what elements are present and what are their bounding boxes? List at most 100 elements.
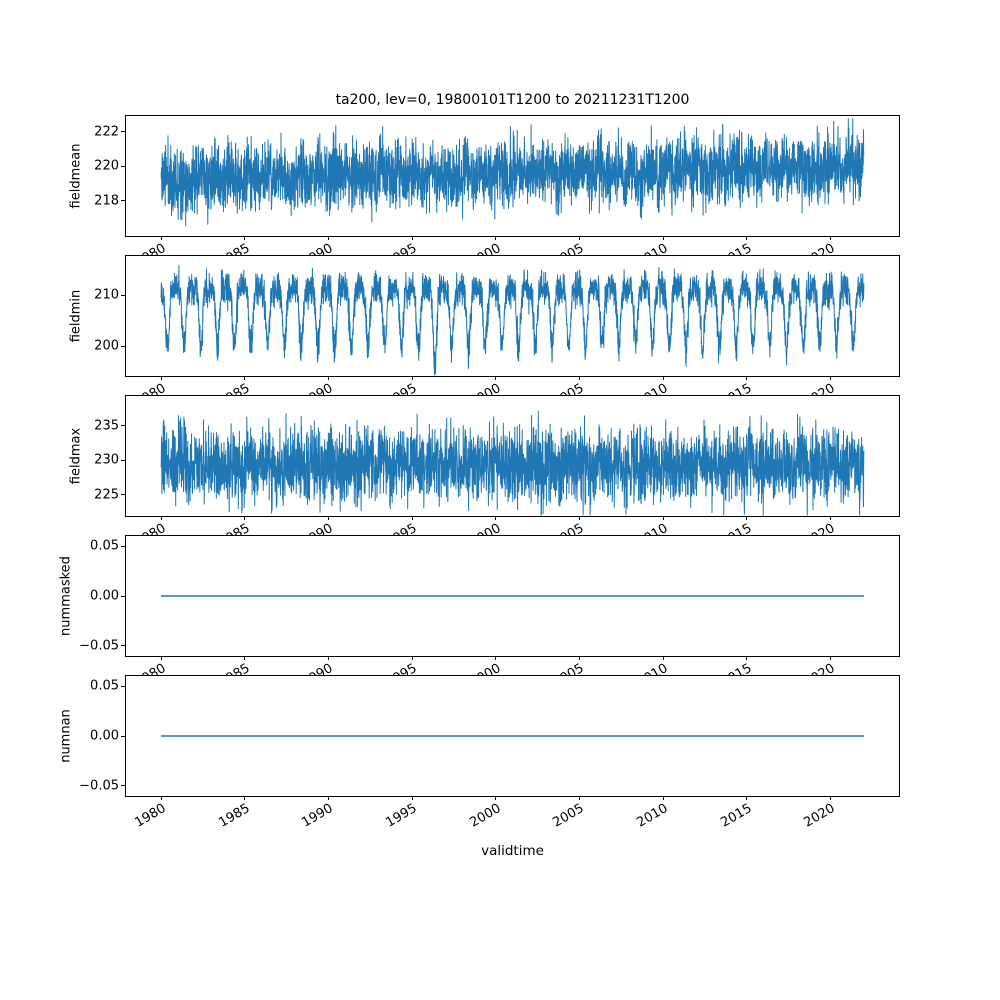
y-tick-mark bbox=[121, 595, 125, 597]
plot-canvas bbox=[160, 410, 865, 516]
x-tick-label: 2005 bbox=[550, 801, 587, 831]
y-tick-mark bbox=[121, 645, 125, 647]
x-tick-mark bbox=[578, 796, 580, 800]
x-tick-label: 1980 bbox=[132, 801, 169, 831]
x-tick-mark bbox=[495, 236, 497, 240]
x-tick-mark bbox=[746, 376, 748, 380]
y-tick-label: 0.05 bbox=[90, 538, 119, 554]
y-tick-label: 0.05 bbox=[90, 678, 119, 694]
x-tick-mark bbox=[578, 656, 580, 660]
axes-subplot-fieldmean: 2182202221980198519901995200020052010201… bbox=[94, 115, 900, 271]
y-tick-mark bbox=[121, 785, 125, 787]
series-line-fieldmin bbox=[160, 265, 865, 376]
x-tick-mark bbox=[662, 516, 664, 520]
x-tick-mark bbox=[662, 236, 664, 240]
y-tick-mark bbox=[121, 685, 125, 687]
x-tick-mark bbox=[746, 796, 748, 800]
y-axis-title-nummasked: nummasked bbox=[58, 556, 74, 636]
y-axis-title-fieldmean: fieldmean bbox=[68, 143, 84, 209]
x-tick-mark bbox=[746, 236, 748, 240]
x-tick-mark bbox=[328, 236, 329, 240]
x-tick-mark bbox=[829, 656, 831, 660]
x-tick-label: 1995 bbox=[383, 801, 420, 831]
x-tick-label: 2010 bbox=[634, 801, 671, 831]
y-tick-label: 225 bbox=[94, 487, 119, 503]
plot-canvas bbox=[161, 595, 864, 597]
x-tick-mark bbox=[829, 236, 831, 240]
y-tick-label: 0.00 bbox=[90, 728, 119, 744]
x-tick-mark bbox=[411, 516, 413, 520]
x-tick-label: 1985 bbox=[216, 801, 253, 831]
x-tick-mark bbox=[578, 516, 580, 520]
x-tick-mark bbox=[411, 656, 413, 660]
x-tick-label: 1990 bbox=[299, 801, 336, 831]
x-tick-mark bbox=[495, 796, 497, 800]
x-tick-label: 2020 bbox=[801, 801, 838, 831]
y-tick-label: 0.00 bbox=[90, 588, 119, 604]
y-tick-label: 218 bbox=[94, 193, 119, 209]
figure-title: ta200, lev=0, 19800101T1200 to 20211231T… bbox=[335, 92, 690, 108]
y-tick-label: 220 bbox=[94, 158, 119, 174]
y-tick-mark bbox=[121, 735, 125, 737]
x-tick-mark bbox=[662, 796, 664, 800]
series-line-fieldmean bbox=[160, 118, 865, 227]
x-tick-mark bbox=[328, 516, 329, 520]
x-tick-mark bbox=[244, 796, 246, 800]
x-tick-mark bbox=[578, 376, 580, 380]
x-tick-mark bbox=[160, 796, 162, 800]
x-tick-mark bbox=[244, 376, 246, 380]
x-tick-mark bbox=[746, 516, 748, 520]
y-tick-label: 200 bbox=[94, 338, 119, 354]
x-tick-mark bbox=[411, 236, 413, 240]
plot-canvas bbox=[160, 118, 865, 227]
x-tick-mark bbox=[662, 656, 664, 660]
x-tick-mark bbox=[662, 376, 664, 380]
x-tick-mark bbox=[746, 656, 748, 660]
x-tick-mark bbox=[328, 656, 329, 660]
y-tick-label: 222 bbox=[94, 124, 119, 139]
y-tick-mark bbox=[121, 425, 125, 427]
x-tick-mark bbox=[160, 376, 162, 380]
x-tick-mark bbox=[829, 796, 831, 800]
y-axis-title-fieldmin: fieldmin bbox=[68, 289, 84, 343]
axes-subplot-nummasked: −0.050.000.05198019851990199520002005201… bbox=[79, 535, 900, 691]
x-axis-label: validtime bbox=[481, 843, 544, 859]
axes-subplot-fieldmax: 2252302351980198519901995200020052010201… bbox=[94, 395, 900, 551]
y-tick-label: 235 bbox=[94, 418, 119, 434]
x-tick-mark bbox=[160, 236, 162, 240]
x-tick-mark bbox=[411, 376, 413, 380]
y-tick-mark bbox=[121, 545, 125, 547]
y-tick-mark bbox=[121, 165, 125, 167]
x-tick-mark bbox=[411, 796, 413, 800]
x-tick-mark bbox=[495, 656, 497, 660]
y-tick-mark bbox=[121, 294, 125, 296]
plot-canvas bbox=[161, 735, 864, 737]
x-tick-mark bbox=[829, 376, 831, 380]
x-tick-mark bbox=[495, 376, 497, 380]
x-tick-label: 2000 bbox=[467, 801, 504, 831]
axes-subplot-numnan: −0.05 0.00 0.05 1980 1985 1990 1995 2000 2005 201… bbox=[79, 675, 900, 831]
y-tick-label: −0.05 bbox=[79, 778, 119, 794]
y-tick-label: −0.05 bbox=[79, 638, 119, 654]
x-tick-label: 2015 bbox=[718, 801, 755, 831]
x-tick-mark bbox=[328, 376, 329, 380]
x-tick-mark bbox=[160, 656, 162, 660]
y-tick-mark bbox=[121, 345, 125, 347]
x-tick-mark bbox=[244, 516, 246, 520]
series-line-fieldmax bbox=[160, 410, 865, 516]
y-tick-label: 210 bbox=[94, 287, 119, 303]
y-tick-label: 230 bbox=[94, 452, 119, 468]
x-tick-mark bbox=[578, 236, 580, 240]
x-tick-mark bbox=[328, 796, 329, 800]
x-tick-mark bbox=[829, 516, 831, 520]
y-tick-mark bbox=[121, 200, 125, 202]
y-axis-title-numnan: numnan bbox=[58, 709, 74, 763]
x-tick-mark bbox=[160, 516, 162, 520]
plot-canvas bbox=[160, 265, 865, 376]
y-tick-mark bbox=[121, 494, 125, 496]
y-tick-mark bbox=[121, 459, 125, 461]
y-tick-mark bbox=[121, 131, 125, 132]
axes-subplot-fieldmin: 2002101980198519901995200020052010201520… bbox=[94, 255, 900, 411]
y-axis-title-fieldmax: fieldmax bbox=[68, 427, 84, 485]
